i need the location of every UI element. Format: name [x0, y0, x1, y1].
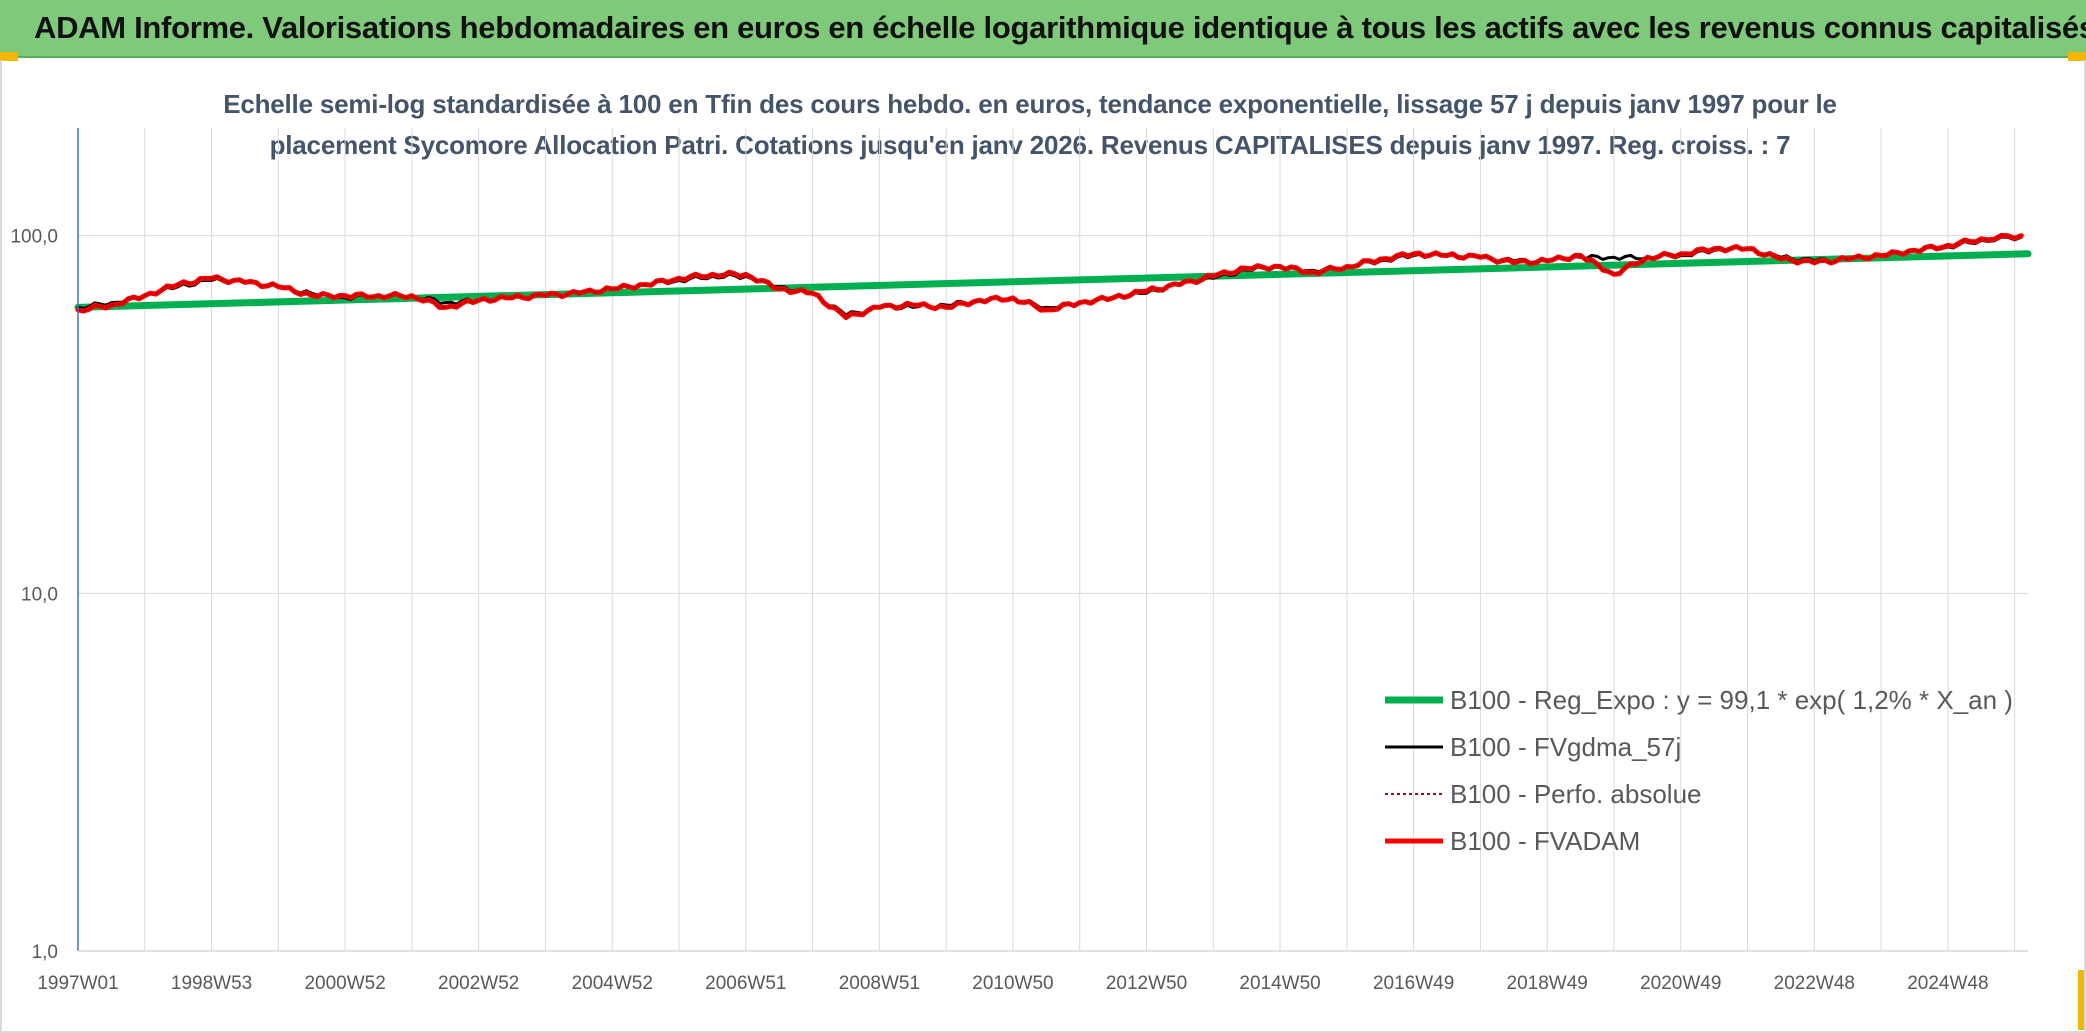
- legend-label: B100 - Reg_Expo : y = 99,1 * exp( 1,2% *…: [1450, 685, 2013, 715]
- report-title: ADAM Informe. Valorisations hebdomadaire…: [34, 10, 2086, 45]
- corner-marker-left: [0, 52, 18, 61]
- x-tick-label: 1998W53: [171, 973, 252, 994]
- legend-label: B100 - Perfo. absolue: [1450, 779, 1702, 809]
- x-tick-label: 2004W52: [572, 973, 653, 994]
- x-tick-label: 2008W51: [839, 973, 920, 994]
- grid-lines: [77, 128, 2028, 952]
- corner-marker-right: [2068, 52, 2086, 61]
- y-tick-label: 1,0: [32, 942, 58, 963]
- corner-marker-bottom-right: [2078, 970, 2086, 1030]
- x-tick-label: 2012W50: [1106, 973, 1187, 994]
- x-tick-label: 2010W50: [972, 973, 1053, 994]
- y-tick-label: 10,0: [21, 584, 58, 605]
- x-tick-label: 2006W51: [705, 973, 786, 994]
- series-perfo-line: [77, 234, 2023, 319]
- legend: B100 - Reg_Expo : y = 99,1 * exp( 1,2% *…: [1385, 685, 2013, 856]
- legend-label: B100 - FVgdma_57j: [1450, 732, 1681, 762]
- report-banner: ADAM Informe. Valorisations hebdomadaire…: [0, 0, 2086, 58]
- axes: 1997W01 1998W53 2000W52 2002W52 2004W52 2006W…: [10, 128, 2028, 994]
- x-tick-label: 2014W50: [1239, 973, 1320, 994]
- chart-title-line-1: Echelle semi-log standardisée à 100 en T…: [223, 89, 1837, 119]
- x-tick-label: 1997W01: [37, 973, 118, 994]
- y-tick-label: 100,0: [10, 227, 58, 248]
- chart-title: Echelle semi-log standardisée à 100 en T…: [160, 84, 1900, 166]
- x-tick-label: 2018W49: [1507, 973, 1588, 994]
- legend-label: B100 - FVADAM: [1450, 826, 1640, 856]
- x-tick-label: 2024W48: [1907, 973, 1988, 994]
- x-tick-label: 2000W52: [304, 973, 385, 994]
- series-lines: [74, 232, 2032, 321]
- x-tick-label: 2016W49: [1373, 973, 1454, 994]
- x-tick-label: 2022W48: [1774, 973, 1855, 994]
- x-tick-label: 2020W49: [1640, 973, 1721, 994]
- x-tick-label: 2002W52: [438, 973, 519, 994]
- series-fvadam-line: [75, 232, 2024, 321]
- chart-frame: [0, 60, 2086, 1033]
- chart-title-line-2: placement Sycomore Allocation Patri. Cot…: [269, 130, 1791, 160]
